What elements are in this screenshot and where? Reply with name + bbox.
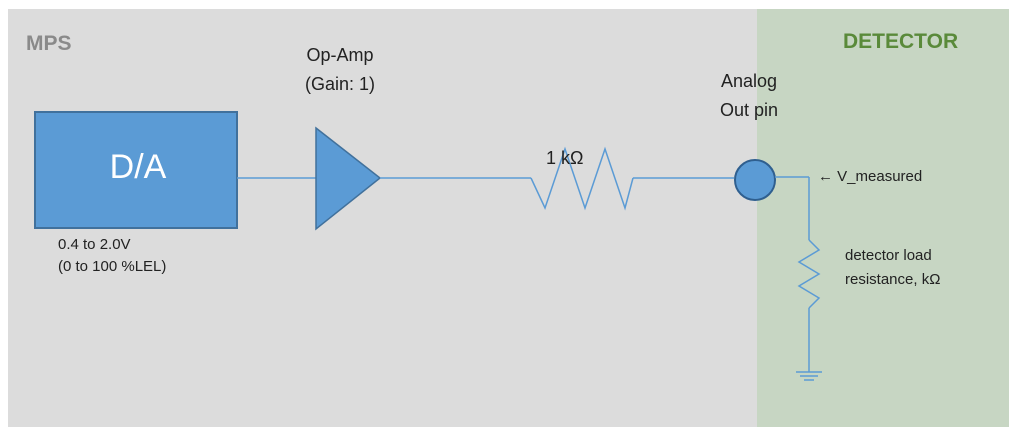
analog-out-label: Analog Out pin bbox=[684, 67, 814, 125]
resistor-value-label: 1 kΩ bbox=[546, 148, 584, 168]
op-amp-label-line1: Op-Amp bbox=[306, 45, 374, 65]
analog-out-label-line1: Analog bbox=[720, 71, 778, 91]
output-range-voltage: 0.4 to 2.0V bbox=[58, 236, 131, 253]
da-converter-block bbox=[34, 111, 238, 229]
ground-symbol bbox=[796, 371, 822, 381]
v-measured-label: ← V_measured bbox=[818, 168, 923, 185]
load-resistance-line1: detector load bbox=[845, 247, 932, 264]
op-amp-label: Op-Amp (Gain: 1) bbox=[270, 41, 410, 99]
load-resistance-line2: resistance, kΩ bbox=[845, 271, 941, 288]
analog-out-pin bbox=[734, 159, 776, 201]
load-resistance-label: detector load resistance, kΩ bbox=[845, 244, 940, 292]
op-amp-label-line2: (Gain: 1) bbox=[304, 74, 376, 94]
op-amp-symbol bbox=[315, 126, 382, 231]
analog-out-label-line2: Out pin bbox=[719, 100, 779, 120]
resistor-1k-symbol bbox=[530, 146, 634, 211]
detector-section-label: DETECTOR bbox=[843, 30, 959, 53]
output-range-percent: (0 to 100 %LEL) bbox=[58, 258, 167, 275]
da-block-label: D/A bbox=[109, 148, 167, 186]
detector-section-background bbox=[757, 9, 1009, 427]
mps-section-label: MPS bbox=[26, 32, 72, 55]
load-resistor-symbol bbox=[797, 239, 821, 309]
output-range-label: 0.4 to 2.0V (0 to 100 %LEL) bbox=[58, 234, 166, 278]
